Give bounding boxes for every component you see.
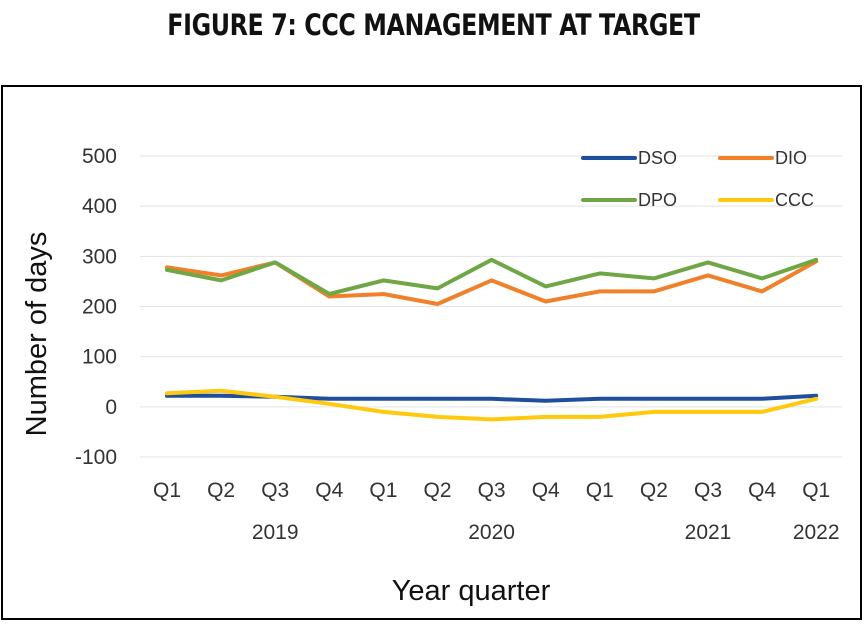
y-tick-label: 300 <box>82 245 117 268</box>
year-label: 2020 <box>468 521 515 544</box>
x-tick-label: Q1 <box>802 479 830 502</box>
x-tick-label: Q1 <box>153 479 181 502</box>
x-tick-label: Q3 <box>694 479 722 502</box>
x-tick-label: Q1 <box>369 479 397 502</box>
y-tick-label: 100 <box>82 346 117 369</box>
x-tick-label: Q4 <box>315 479 343 502</box>
x-tick-label: Q2 <box>423 479 451 502</box>
year-label: 2021 <box>685 521 732 544</box>
legend-label-ccc: CCC <box>775 190 814 210</box>
x-tick-label: Q2 <box>640 479 668 502</box>
y-tick-label: 500 <box>82 145 117 168</box>
legend-label-dio: DIO <box>775 148 807 168</box>
series-line-dpo <box>165 257 819 296</box>
y-tick-labels: 500 400 300 200 100 0 -100 <box>75 145 117 469</box>
y-axis-title: Number of days <box>21 232 53 437</box>
legend-label-dso: DSO <box>638 148 677 168</box>
y-tick-label: -100 <box>75 446 117 469</box>
chart-frame <box>1 85 862 620</box>
x-tick-label: Q4 <box>748 479 776 502</box>
y-tick-label: 400 <box>82 195 117 218</box>
y-tick-label: 0 <box>105 396 117 419</box>
legend-label-dpo: DPO <box>638 190 677 210</box>
x-tick-label: Q3 <box>478 479 506 502</box>
legend: DSO DIO DPO CCC <box>581 148 814 210</box>
x-tick-labels: Q1 Q2 Q3 Q4 Q1 Q2 Q3 Q4 Q1 Q2 Q3 Q4 Q1 <box>153 479 830 502</box>
series-line-ccc <box>165 388 819 422</box>
x-tick-label: Q4 <box>532 479 560 502</box>
figure-title: FIGURE 7: CCC MANAGEMENT AT TARGET <box>167 8 700 42</box>
series-lines <box>165 257 819 422</box>
x-axis-title: Year quarter <box>392 575 551 607</box>
year-label: 2019 <box>252 521 299 544</box>
x-tick-label: Q1 <box>586 479 614 502</box>
x-tick-label: Q3 <box>261 479 289 502</box>
year-labels: 2019 2020 2021 2022 <box>252 521 840 544</box>
year-label: 2022 <box>793 521 840 544</box>
x-tick-label: Q2 <box>207 479 235 502</box>
y-tick-label: 200 <box>82 296 117 319</box>
